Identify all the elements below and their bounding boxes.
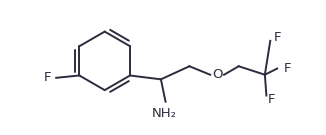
Text: F: F bbox=[43, 71, 51, 84]
Text: F: F bbox=[274, 31, 282, 44]
Text: F: F bbox=[268, 93, 275, 106]
Text: O: O bbox=[212, 68, 222, 81]
Text: F: F bbox=[283, 62, 291, 75]
Text: NH₂: NH₂ bbox=[152, 107, 176, 120]
